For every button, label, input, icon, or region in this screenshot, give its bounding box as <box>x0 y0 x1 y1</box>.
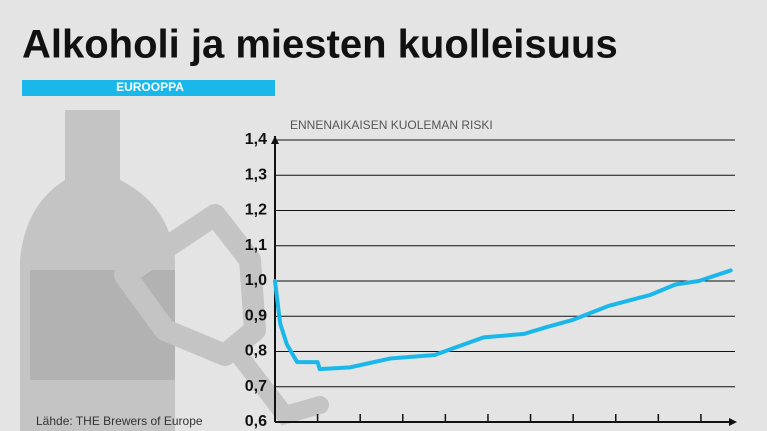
data-line <box>273 268 733 372</box>
source: Lähde: THE Brewers of Europe <box>36 414 203 428</box>
y-tick-label: 0,8 <box>245 343 267 360</box>
x-axis-arrow <box>729 418 737 426</box>
illustration <box>20 110 329 431</box>
y-tick-label: 1,3 <box>245 166 267 183</box>
subtitle: ENNENAIKAISEN KUOLEMAN RISKI <box>290 118 493 132</box>
glass-stem <box>226 341 329 426</box>
y-tick-label: 1,1 <box>245 237 267 254</box>
y-tick-label: 0,9 <box>245 307 267 324</box>
y-axis-arrow <box>271 136 279 144</box>
region-label: EUROOPPA <box>116 80 184 94</box>
y-tick-label: 1,0 <box>245 272 267 289</box>
y-tick-label: 0,6 <box>245 413 267 430</box>
region-bar <box>22 80 275 96</box>
chart-title: Alkoholi ja miesten kuolleisuus <box>22 23 618 67</box>
glass <box>114 204 266 366</box>
y-tick-label: 0,7 <box>245 378 267 395</box>
y-tick-label: 1,4 <box>245 131 267 148</box>
y-tick-label: 1,2 <box>245 202 267 219</box>
